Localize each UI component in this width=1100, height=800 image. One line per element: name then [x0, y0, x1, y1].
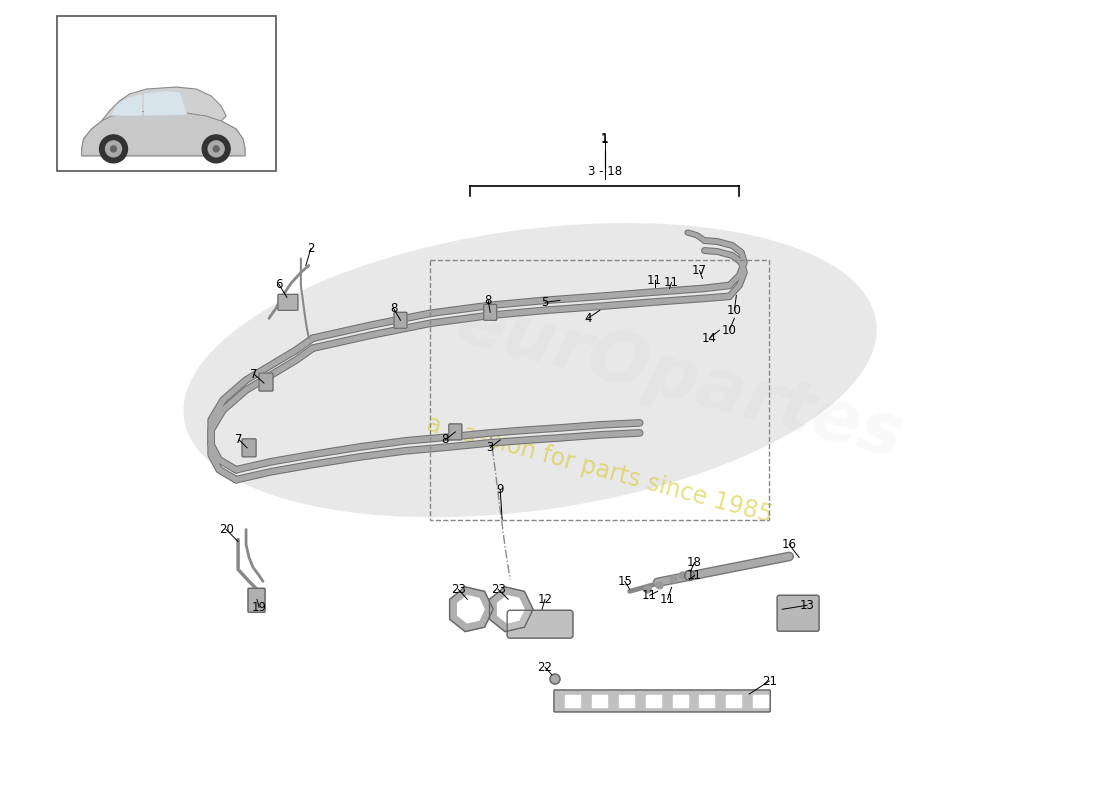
Text: 2: 2 [307, 242, 315, 255]
Text: 21: 21 [761, 674, 777, 687]
Polygon shape [450, 587, 493, 632]
Text: 9: 9 [496, 483, 504, 496]
Text: 11: 11 [647, 274, 662, 287]
Polygon shape [458, 596, 484, 623]
Text: 18: 18 [688, 556, 702, 569]
Circle shape [679, 572, 686, 579]
Polygon shape [497, 596, 524, 623]
Bar [646, 695, 661, 707]
FancyBboxPatch shape [778, 595, 820, 631]
FancyBboxPatch shape [258, 373, 273, 391]
Circle shape [656, 582, 663, 589]
Text: 3: 3 [486, 442, 494, 454]
Ellipse shape [184, 224, 876, 517]
Text: 10: 10 [722, 324, 737, 337]
Polygon shape [144, 92, 186, 115]
Text: 7: 7 [235, 434, 243, 446]
FancyBboxPatch shape [449, 424, 462, 440]
Text: 10: 10 [727, 304, 741, 317]
Polygon shape [111, 95, 142, 115]
Circle shape [202, 135, 230, 163]
Text: 6: 6 [275, 278, 283, 291]
Text: 1: 1 [601, 133, 608, 146]
Text: a passion for parts since 1985: a passion for parts since 1985 [425, 412, 776, 527]
Circle shape [550, 674, 560, 684]
Bar [726, 695, 741, 707]
Text: 8: 8 [484, 294, 492, 307]
Text: 8: 8 [442, 434, 449, 446]
FancyBboxPatch shape [242, 439, 256, 457]
Bar [430, 261, 769, 519]
Circle shape [110, 146, 117, 152]
Circle shape [684, 570, 694, 580]
Text: 17: 17 [692, 264, 707, 277]
Text: 11: 11 [664, 276, 679, 289]
Text: 11: 11 [660, 593, 675, 606]
FancyBboxPatch shape [394, 312, 407, 328]
Text: eurOpartes: eurOpartes [449, 287, 911, 473]
Text: 11: 11 [642, 589, 657, 602]
FancyBboxPatch shape [554, 690, 770, 712]
Text: 15: 15 [617, 575, 632, 588]
Bar [592, 695, 607, 707]
Text: 19: 19 [252, 601, 266, 614]
Circle shape [106, 141, 121, 157]
Text: 23: 23 [451, 583, 465, 596]
Text: 1: 1 [601, 133, 608, 146]
Circle shape [645, 586, 651, 593]
Bar [700, 695, 714, 707]
Bar [619, 695, 634, 707]
Text: 22: 22 [538, 661, 552, 674]
FancyBboxPatch shape [249, 588, 265, 612]
Circle shape [208, 141, 224, 157]
Text: 20: 20 [219, 523, 233, 536]
Polygon shape [101, 87, 227, 121]
FancyBboxPatch shape [484, 304, 497, 320]
Circle shape [100, 135, 128, 163]
Text: 23: 23 [491, 583, 506, 596]
Bar [672, 695, 688, 707]
FancyBboxPatch shape [278, 294, 298, 310]
Text: 3 - 18: 3 - 18 [587, 165, 621, 178]
Circle shape [670, 576, 678, 583]
Text: 12: 12 [538, 593, 552, 606]
Text: 14: 14 [702, 332, 717, 345]
Circle shape [213, 146, 219, 152]
Bar [57, 16, 276, 170]
Text: 5: 5 [541, 296, 549, 309]
Text: 4: 4 [584, 312, 592, 325]
Polygon shape [490, 587, 534, 632]
Text: 8: 8 [389, 302, 397, 315]
Polygon shape [81, 111, 245, 156]
FancyBboxPatch shape [507, 610, 573, 638]
Text: 11: 11 [688, 569, 702, 582]
Text: 13: 13 [800, 598, 814, 612]
Text: 16: 16 [782, 538, 796, 551]
Bar [565, 695, 580, 707]
Text: 7: 7 [251, 367, 257, 381]
Bar [754, 695, 768, 707]
